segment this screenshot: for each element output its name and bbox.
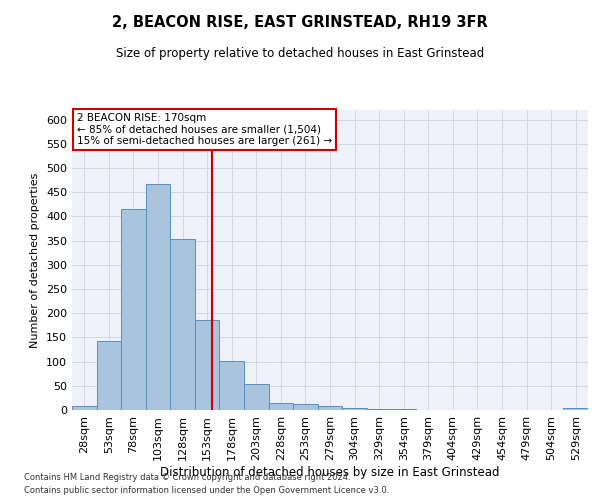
Bar [244,384,269,410]
Bar [367,408,391,410]
Text: Contains HM Land Registry data © Crown copyright and database right 2024.: Contains HM Land Registry data © Crown c… [24,472,350,482]
Bar [195,320,220,410]
Bar [293,404,318,410]
Bar [72,406,97,410]
Bar [170,238,195,410]
Bar [269,402,293,410]
Bar [121,209,146,410]
Bar [391,408,416,410]
Text: 2 BEACON RISE: 170sqm
← 85% of detached houses are smaller (1,504)
15% of semi-d: 2 BEACON RISE: 170sqm ← 85% of detached … [77,113,332,146]
Bar [97,341,121,410]
Bar [318,406,342,410]
Bar [342,408,367,410]
Bar [146,184,170,410]
Bar [563,408,588,410]
Bar [220,360,244,410]
Y-axis label: Number of detached properties: Number of detached properties [31,172,40,348]
Text: Size of property relative to detached houses in East Grinstead: Size of property relative to detached ho… [116,48,484,60]
Text: 2, BEACON RISE, EAST GRINSTEAD, RH19 3FR: 2, BEACON RISE, EAST GRINSTEAD, RH19 3FR [112,15,488,30]
X-axis label: Distribution of detached houses by size in East Grinstead: Distribution of detached houses by size … [160,466,500,478]
Text: Contains public sector information licensed under the Open Government Licence v3: Contains public sector information licen… [24,486,389,495]
